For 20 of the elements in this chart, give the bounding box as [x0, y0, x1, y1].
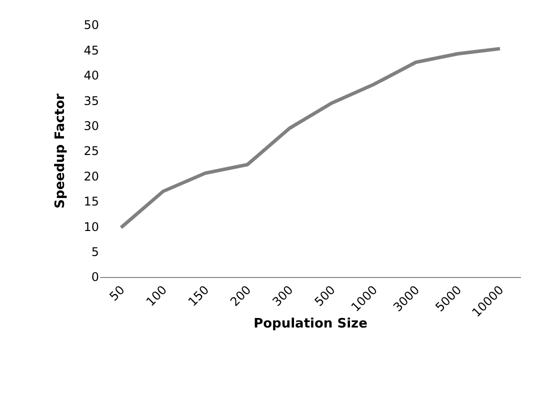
line-series: [119, 46, 502, 230]
x-tick-label: 300: [270, 282, 296, 309]
y-axis-title: Speedup Factor: [53, 92, 68, 208]
x-tick-label: 50: [106, 282, 128, 304]
y-tick-label: 5: [91, 245, 99, 259]
y-tick-label: 45: [84, 43, 99, 58]
x-tick-label: 100: [143, 282, 170, 309]
x-axis-title: Population Size: [254, 316, 368, 332]
y-tick-label: 10: [84, 220, 99, 234]
y-tick-label: 20: [84, 169, 99, 184]
y-tick-label: 15: [84, 194, 99, 209]
x-tick-label: 500: [312, 282, 338, 309]
y-tick-label: 35: [84, 94, 99, 108]
y-tick-label: 30: [84, 119, 99, 133]
y-tick-label: 25: [84, 144, 99, 158]
y-tick-label: 0: [91, 270, 99, 284]
y-tick-label: 50: [84, 18, 99, 32]
y-tick-label: 40: [84, 68, 99, 83]
x-tick-label: 150: [186, 282, 212, 309]
x-tick-label: 200: [228, 282, 254, 309]
